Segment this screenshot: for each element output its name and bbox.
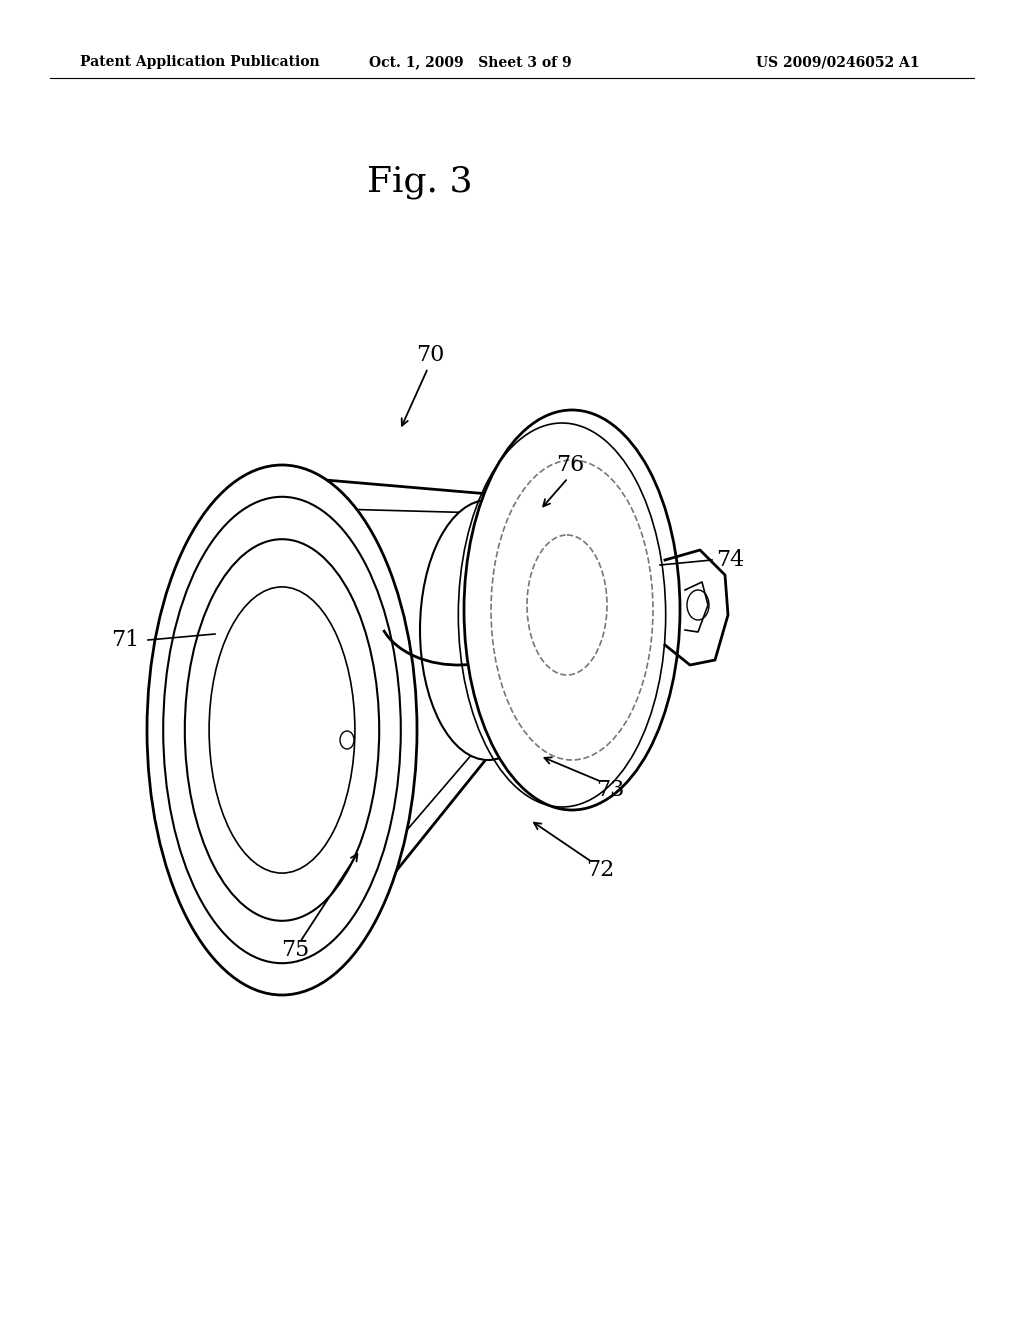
Text: 76: 76 [556,454,584,477]
Text: 74: 74 [716,549,744,572]
Text: 72: 72 [586,859,614,880]
Text: Oct. 1, 2009   Sheet 3 of 9: Oct. 1, 2009 Sheet 3 of 9 [369,55,571,69]
Ellipse shape [420,500,556,760]
Text: US 2009/0246052 A1: US 2009/0246052 A1 [757,55,920,69]
Text: Patent Application Publication: Patent Application Publication [80,55,319,69]
Text: Fig. 3: Fig. 3 [368,165,473,199]
Text: 70: 70 [416,345,444,366]
Ellipse shape [464,411,680,810]
Text: 75: 75 [281,939,309,961]
Text: 73: 73 [596,779,625,801]
Text: 71: 71 [111,630,139,651]
Ellipse shape [147,465,417,995]
